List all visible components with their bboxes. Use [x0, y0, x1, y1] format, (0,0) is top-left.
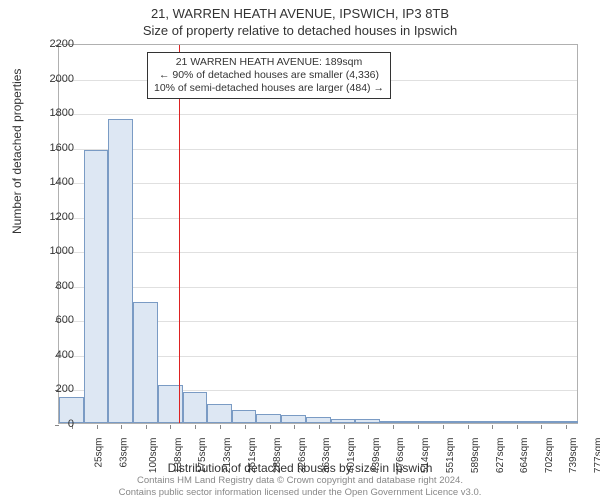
ytick-label: 600 [34, 314, 74, 326]
xtick-label: 213sqm [222, 438, 233, 474]
annotation-line3: 10% of semi-detached houses are larger (… [154, 82, 384, 95]
footer-line1: Contains HM Land Registry data © Crown c… [0, 475, 600, 486]
annotation-line2: ← 90% of detached houses are smaller (4,… [154, 69, 384, 82]
ytick-label: 1000 [34, 245, 74, 257]
xtick-mark [418, 425, 419, 429]
xtick-mark [393, 425, 394, 429]
ytick-label: 200 [34, 383, 74, 395]
ytick-label: 1600 [34, 142, 74, 154]
xtick-label: 363sqm [321, 438, 332, 474]
xtick-label: 251sqm [247, 438, 258, 474]
xtick-mark [97, 425, 98, 429]
xtick-mark [368, 425, 369, 429]
histogram-bar [232, 410, 256, 423]
histogram-bar [528, 421, 552, 423]
gridline-h [59, 183, 577, 184]
xtick-label: 589sqm [470, 438, 481, 474]
xtick-label: 739sqm [569, 438, 580, 474]
xtick-label: 702sqm [544, 438, 555, 474]
xtick-label: 439sqm [371, 438, 382, 474]
xtick-mark [566, 425, 567, 429]
histogram-bar [430, 421, 454, 423]
chart-title: 21, WARREN HEATH AVENUE, IPSWICH, IP3 8T… [0, 0, 600, 21]
xtick-mark [517, 425, 518, 429]
annotation-line1: 21 WARREN HEATH AVENUE: 189sqm [154, 56, 384, 69]
histogram-bar [256, 414, 281, 424]
histogram-bar [355, 419, 380, 423]
xtick-label: 551sqm [445, 438, 456, 474]
xtick-mark [121, 425, 122, 429]
xtick-label: 514sqm [420, 438, 431, 474]
chart-container: 21, WARREN HEATH AVENUE, IPSWICH, IP3 8T… [0, 0, 600, 500]
xtick-label: 25sqm [93, 438, 104, 468]
xtick-mark [319, 425, 320, 429]
xtick-mark [443, 425, 444, 429]
histogram-bar [454, 421, 479, 423]
xtick-label: 401sqm [346, 438, 357, 474]
histogram-bar [553, 421, 578, 423]
xtick-label: 777sqm [594, 438, 600, 474]
xtick-label: 627sqm [495, 438, 506, 474]
histogram-bar [405, 421, 430, 423]
xtick-mark [541, 425, 542, 429]
ytick-label: 800 [34, 280, 74, 292]
gridline-h [59, 114, 577, 115]
xtick-mark [170, 425, 171, 429]
ytick-label: 400 [34, 349, 74, 361]
xtick-label: 63sqm [118, 438, 129, 468]
ytick-label: 0 [34, 418, 74, 430]
xtick-label: 326sqm [297, 438, 308, 474]
histogram-bar [207, 404, 232, 423]
ytick-label: 1400 [34, 176, 74, 188]
xtick-mark [220, 425, 221, 429]
xtick-mark [344, 425, 345, 429]
histogram-bar [479, 421, 503, 423]
xtick-mark [195, 425, 196, 429]
annotation-box: 21 WARREN HEATH AVENUE: 189sqm ← 90% of … [147, 52, 391, 99]
histogram-bar [281, 415, 305, 423]
histogram-bar [183, 392, 207, 423]
ytick-label: 1800 [34, 107, 74, 119]
ytick-label: 1200 [34, 211, 74, 223]
histogram-bar [306, 417, 331, 423]
histogram-bar [108, 119, 133, 423]
xtick-mark [294, 425, 295, 429]
gridline-h [59, 287, 577, 288]
histogram-bar [133, 302, 157, 423]
footer-attribution: Contains HM Land Registry data © Crown c… [0, 475, 600, 498]
ytick-label: 2200 [34, 38, 74, 50]
reference-line [179, 45, 180, 423]
histogram-bar [380, 421, 404, 423]
gridline-h [59, 252, 577, 253]
xtick-label: 664sqm [519, 438, 530, 474]
xtick-label: 100sqm [148, 438, 159, 474]
histogram-bar [503, 421, 528, 423]
plot-area [58, 44, 578, 424]
xtick-label: 476sqm [395, 438, 406, 474]
xtick-mark [245, 425, 246, 429]
xtick-mark [492, 425, 493, 429]
xtick-mark [270, 425, 271, 429]
gridline-h [59, 218, 577, 219]
xtick-label: 138sqm [173, 438, 184, 474]
histogram-bar [84, 150, 108, 423]
xtick-label: 175sqm [197, 438, 208, 474]
plot-wrap: 21 WARREN HEATH AVENUE: 189sqm ← 90% of … [58, 44, 578, 424]
gridline-h [59, 149, 577, 150]
ytick-label: 2000 [34, 73, 74, 85]
histogram-bar [331, 419, 355, 423]
footer-line2: Contains public sector information licen… [0, 487, 600, 498]
chart-subtitle: Size of property relative to detached ho… [0, 21, 600, 42]
xtick-label: 288sqm [272, 438, 283, 474]
xtick-mark [468, 425, 469, 429]
xtick-mark [146, 425, 147, 429]
y-axis-label: Number of detached properties [10, 69, 24, 234]
